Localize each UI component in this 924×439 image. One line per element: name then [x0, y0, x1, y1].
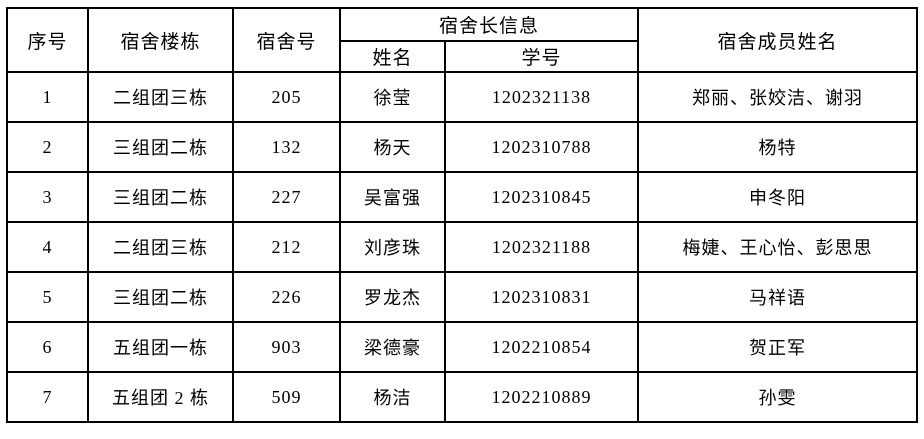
cell-room: 509	[232, 371, 341, 423]
cell-members: 申冬阳	[637, 171, 919, 223]
cell-leader-id: 1202321188	[443, 221, 640, 273]
table-header: 序号 宿舍楼栋 宿舍号 宿舍长信息 宿舍成员姓名 姓名 学号	[6, 7, 919, 73]
cell-members: 杨特	[637, 121, 919, 173]
cell-building: 三组团二栋	[87, 271, 234, 323]
cell-leader-id: 1202210854	[443, 321, 640, 373]
cell-serial: 2	[6, 121, 89, 173]
cell-serial: 4	[6, 221, 89, 273]
header-row-top: 序号 宿舍楼栋 宿舍号 宿舍长信息 宿舍成员姓名	[6, 7, 919, 73]
header-leader-name: 姓名	[339, 40, 446, 73]
header-serial: 序号	[6, 7, 89, 73]
cell-room: 227	[232, 171, 341, 223]
cell-leader-name: 杨洁	[339, 371, 446, 423]
cell-building: 五组团 2 栋	[87, 371, 234, 423]
cell-serial: 7	[6, 371, 89, 423]
cell-leader-id: 1202321138	[443, 71, 640, 123]
cell-serial: 3	[6, 171, 89, 223]
table-row: 6 五组团一栋 903 梁德豪 1202210854 贺正军	[6, 321, 919, 373]
cell-leader-name: 罗龙杰	[339, 271, 446, 323]
cell-members: 贺正军	[637, 321, 919, 373]
header-leader-info: 宿舍长信息	[338, 7, 640, 42]
header-members: 宿舍成员姓名	[637, 7, 919, 73]
header-leader-id: 学号	[443, 40, 640, 73]
table-row: 5 三组团二栋 226 罗龙杰 1202310831 马祥语	[6, 271, 919, 323]
cell-members: 马祥语	[637, 271, 919, 323]
table-row: 7 五组团 2 栋 509 杨洁 1202210889 孙雯	[6, 371, 919, 423]
cell-leader-id: 1202310845	[443, 171, 640, 223]
header-building: 宿舍楼栋	[87, 7, 234, 73]
cell-room: 132	[232, 121, 341, 173]
cell-building: 五组团一栋	[87, 321, 234, 373]
table-row: 1 二组团三栋 205 徐莹 1202321138 郑丽、张姣洁、谢羽	[6, 71, 919, 123]
cell-serial: 6	[6, 321, 89, 373]
cell-leader-name: 徐莹	[339, 71, 446, 123]
cell-building: 二组团三栋	[87, 71, 234, 123]
dorm-roster-table: 序号 宿舍楼栋 宿舍号 宿舍长信息 宿舍成员姓名 姓名 学号 1 二组团三栋 2…	[6, 7, 919, 423]
cell-leader-id: 1202210889	[443, 371, 640, 423]
header-room: 宿舍号	[232, 7, 341, 73]
cell-members: 郑丽、张姣洁、谢羽	[637, 71, 919, 123]
cell-room: 903	[232, 321, 341, 373]
table-body: 1 二组团三栋 205 徐莹 1202321138 郑丽、张姣洁、谢羽 2 三组…	[6, 71, 919, 423]
cell-leader-name: 刘彦珠	[339, 221, 446, 273]
cell-room: 212	[232, 221, 341, 273]
cell-leader-name: 梁德豪	[339, 321, 446, 373]
cell-serial: 5	[6, 271, 89, 323]
cell-leader-name: 吴富强	[339, 171, 446, 223]
cell-building: 三组团二栋	[87, 171, 234, 223]
cell-leader-id: 1202310831	[443, 271, 640, 323]
cell-room: 226	[232, 271, 341, 323]
table-row: 3 三组团二栋 227 吴富强 1202310845 申冬阳	[6, 171, 919, 223]
cell-members: 孙雯	[637, 371, 919, 423]
cell-members: 梅婕、王心怡、彭思思	[637, 221, 919, 273]
cell-room: 205	[232, 71, 341, 123]
table-row: 4 二组团三栋 212 刘彦珠 1202321188 梅婕、王心怡、彭思思	[6, 221, 919, 273]
cell-leader-name: 杨天	[339, 121, 446, 173]
header-row-sub: 姓名 学号	[7, 40, 917, 73]
cell-leader-id: 1202310788	[443, 121, 640, 173]
table-row: 2 三组团二栋 132 杨天 1202310788 杨特	[6, 121, 919, 173]
cell-building: 二组团三栋	[87, 221, 234, 273]
cell-serial: 1	[6, 71, 89, 123]
cell-building: 三组团二栋	[87, 121, 234, 173]
